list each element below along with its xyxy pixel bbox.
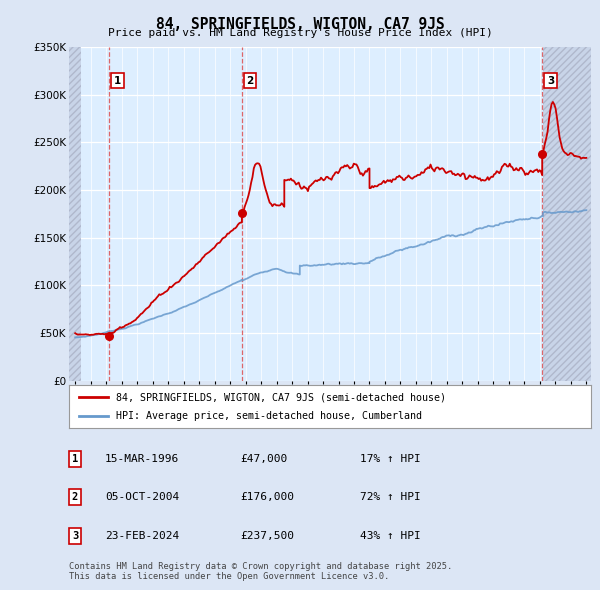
Text: 15-MAR-1996: 15-MAR-1996 [105, 454, 179, 464]
Text: 84, SPRINGFIELDS, WIGTON, CA7 9JS (semi-detached house): 84, SPRINGFIELDS, WIGTON, CA7 9JS (semi-… [116, 392, 446, 402]
Text: HPI: Average price, semi-detached house, Cumberland: HPI: Average price, semi-detached house,… [116, 411, 422, 421]
Text: 84, SPRINGFIELDS, WIGTON, CA7 9JS: 84, SPRINGFIELDS, WIGTON, CA7 9JS [155, 17, 445, 31]
Text: 2: 2 [247, 76, 254, 86]
Text: 43% ↑ HPI: 43% ↑ HPI [360, 531, 421, 540]
Text: £47,000: £47,000 [240, 454, 287, 464]
Text: £237,500: £237,500 [240, 531, 294, 540]
Text: 1: 1 [72, 454, 78, 464]
Text: 2: 2 [72, 493, 78, 502]
Text: 1: 1 [114, 76, 121, 86]
Text: 17% ↑ HPI: 17% ↑ HPI [360, 454, 421, 464]
Text: 3: 3 [72, 531, 78, 540]
Bar [69, 47, 82, 381]
Text: £176,000: £176,000 [240, 493, 294, 502]
Text: 05-OCT-2004: 05-OCT-2004 [105, 493, 179, 502]
Text: 3: 3 [547, 76, 554, 86]
Text: 72% ↑ HPI: 72% ↑ HPI [360, 493, 421, 502]
Text: 23-FEB-2024: 23-FEB-2024 [105, 531, 179, 540]
Text: Contains HM Land Registry data © Crown copyright and database right 2025.
This d: Contains HM Land Registry data © Crown c… [69, 562, 452, 581]
Bar [543, 47, 591, 381]
Text: Price paid vs. HM Land Registry's House Price Index (HPI): Price paid vs. HM Land Registry's House … [107, 28, 493, 38]
